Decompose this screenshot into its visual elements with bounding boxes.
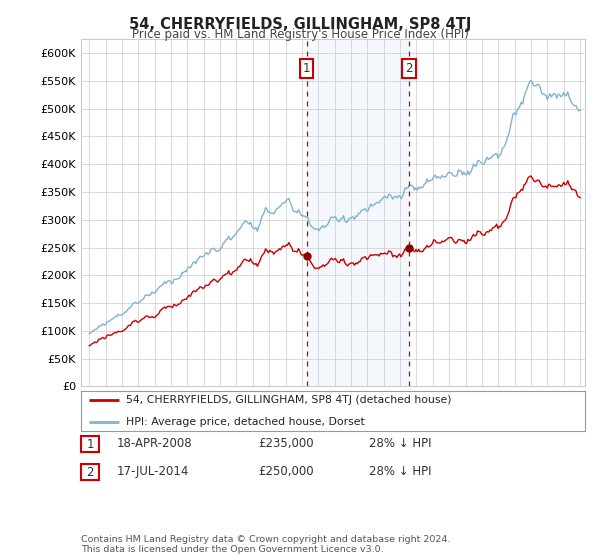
Text: 1: 1 — [303, 62, 310, 75]
Text: £250,000: £250,000 — [258, 465, 314, 478]
Text: 54, CHERRYFIELDS, GILLINGHAM, SP8 4TJ: 54, CHERRYFIELDS, GILLINGHAM, SP8 4TJ — [129, 17, 471, 32]
Text: 18-APR-2008: 18-APR-2008 — [117, 437, 193, 450]
Text: 1: 1 — [86, 437, 94, 451]
Text: £235,000: £235,000 — [258, 437, 314, 450]
Text: 28% ↓ HPI: 28% ↓ HPI — [369, 465, 431, 478]
Text: 17-JUL-2014: 17-JUL-2014 — [117, 465, 190, 478]
Bar — [307, 39, 409, 386]
Text: Price paid vs. HM Land Registry's House Price Index (HPI): Price paid vs. HM Land Registry's House … — [131, 28, 469, 41]
Text: Contains HM Land Registry data © Crown copyright and database right 2024.: Contains HM Land Registry data © Crown c… — [81, 535, 451, 544]
Text: HPI: Average price, detached house, Dorset: HPI: Average price, detached house, Dors… — [127, 417, 365, 427]
Text: 28% ↓ HPI: 28% ↓ HPI — [369, 437, 431, 450]
Text: 2: 2 — [86, 465, 94, 479]
Text: This data is licensed under the Open Government Licence v3.0.: This data is licensed under the Open Gov… — [81, 545, 383, 554]
Text: 2: 2 — [405, 62, 413, 75]
Text: 54, CHERRYFIELDS, GILLINGHAM, SP8 4TJ (detached house): 54, CHERRYFIELDS, GILLINGHAM, SP8 4TJ (d… — [127, 395, 452, 405]
